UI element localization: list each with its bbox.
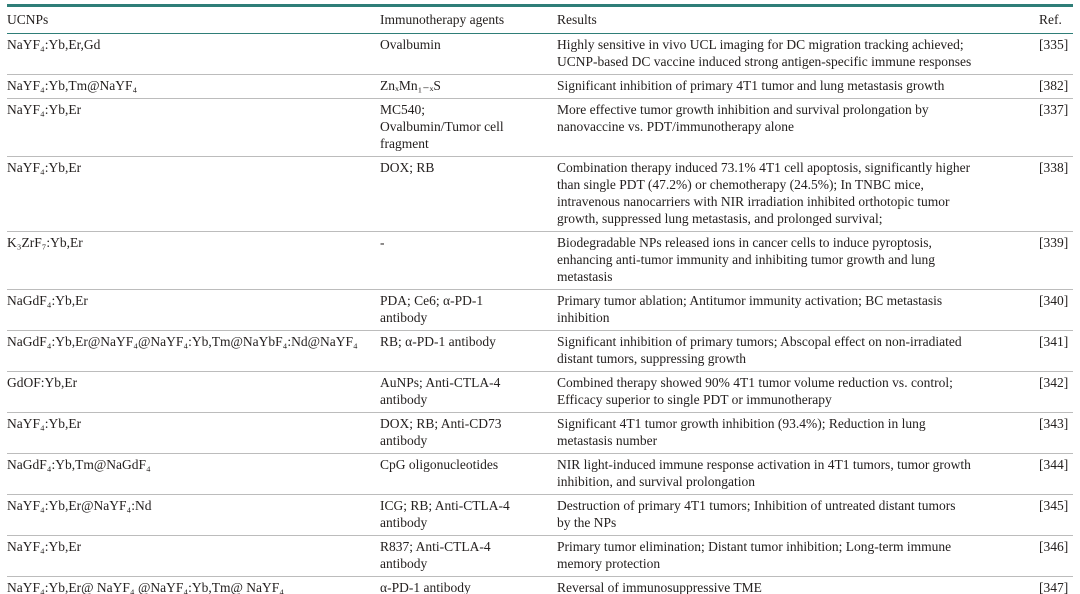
- ucnp-cell: NaYF₄:Yb,Er,Gd: [7, 33, 380, 75]
- agents-cell: R837; Anti-CTLA-4 antibody: [380, 535, 557, 577]
- ref-cell: [342]: [1039, 371, 1073, 413]
- agents-cell: α-PD-1 antibody: [380, 580, 471, 594]
- agents-cell: DOX; RB: [380, 156, 557, 232]
- table-top-rule: [7, 4, 1073, 7]
- results-cell: Biodegradable NPs released ions in cance…: [557, 231, 1039, 290]
- ref-cell: [346]: [1039, 535, 1073, 577]
- agents-cell: ZnₓMn₁₋ₓS: [380, 74, 557, 99]
- ucnp-cell: NaGdF₄:Yb,Tm@NaGdF₄: [7, 453, 380, 495]
- ucnp-cell: NaYF₄:Yb,Er: [7, 412, 380, 454]
- agents-cell: ICG; RB; Anti-CTLA-4 antibody: [380, 494, 557, 536]
- table-body: NaYF₄:Yb,Er,Gd Ovalbumin Highly sensitiv…: [7, 33, 1073, 594]
- results-cell: NIR light-induced immune response activa…: [557, 453, 1039, 495]
- ucnp-cell: NaGdF₄:Yb,Er@NaYF₄@NaYF₄:Yb,Tm@NaYbF₄:Nd…: [7, 330, 380, 372]
- ref-cell: [343]: [1039, 412, 1073, 454]
- table-row: NaYF₄:Yb,Tm@NaYF₄ ZnₓMn₁₋ₓS Significant …: [7, 74, 1073, 99]
- agents-cell: AuNPs; Anti-CTLA-4 antibody: [380, 371, 557, 413]
- results-cell: Primary tumor elimination; Distant tumor…: [557, 535, 1039, 577]
- agents-cell: DOX; RB; Anti-CD73 antibody: [380, 412, 557, 454]
- results-cell: Significant inhibition of primary tumors…: [557, 330, 1039, 372]
- ucnp-cell: NaYF₄:Yb,Er: [7, 98, 380, 157]
- results-cell: Significant inhibition of primary 4T1 tu…: [557, 74, 1039, 99]
- agents-cell: RB; α-PD-1 antibody: [380, 330, 557, 372]
- ucnp-cell: NaYF₄:Yb,Tm@NaYF₄: [7, 74, 380, 99]
- table-row: NaGdF₄:Yb,Er@NaYF₄@NaYF₄:Yb,Tm@NaYbF₄:Nd…: [7, 330, 1073, 372]
- col-header-ucnps: UCNPs: [7, 7, 380, 34]
- ucnp-cell: NaYF₄:Yb,Er: [7, 156, 380, 232]
- table-row: K₃ZrF₇:Yb,Er - Biodegradable NPs release…: [7, 231, 1073, 290]
- ucnp-immunotherapy-table: UCNPs Immunotherapy agents Results Ref. …: [7, 7, 1073, 594]
- ucnp-cell: NaYF₄:Yb,Er@ NaYF₄ @NaYF₄:Yb,Tm@ NaYF₄: [7, 580, 284, 594]
- ucnp-cell: K₃ZrF₇:Yb,Er: [7, 231, 380, 290]
- results-cell: Reversal of immunosuppressive TME: [557, 580, 762, 594]
- table-header: UCNPs Immunotherapy agents Results Ref.: [7, 7, 1073, 34]
- agents-cell: MC540; Ovalbumin/Tumor cell fragment: [380, 98, 557, 157]
- table-row: NaYF₄:Yb,Er,Gd Ovalbumin Highly sensitiv…: [7, 33, 1073, 75]
- results-cell: More effective tumor growth inhibition a…: [557, 98, 1039, 157]
- ref-cell: [335]: [1039, 33, 1073, 75]
- results-cell: Highly sensitive in vivo UCL imaging for…: [557, 33, 1039, 75]
- table-row: NaYF₄:Yb,Er@ NaYF₄ @NaYF₄:Yb,Tm@ NaYF₄ α…: [7, 577, 1073, 594]
- col-header-ref: Ref.: [1039, 7, 1073, 34]
- ref-cell: [347]: [1039, 580, 1069, 594]
- agents-cell: PDA; Ce6; α-PD-1 antibody: [380, 289, 557, 331]
- ref-cell: [338]: [1039, 156, 1073, 232]
- table-row: NaYF₄:Yb,Er DOX; RB; Anti-CD73 antibody …: [7, 412, 1073, 454]
- ref-cell: [344]: [1039, 453, 1073, 495]
- results-cell: Significant 4T1 tumor growth inhibition …: [557, 412, 1039, 454]
- ref-cell: [337]: [1039, 98, 1073, 157]
- agents-cell: Ovalbumin: [380, 33, 557, 75]
- ref-cell: [382]: [1039, 74, 1073, 99]
- ref-cell: [339]: [1039, 231, 1073, 290]
- col-header-immunotherapy-agents: Immunotherapy agents: [380, 7, 557, 34]
- agents-cell: -: [380, 231, 557, 290]
- agents-cell: CpG oligonucleotides: [380, 453, 557, 495]
- header-row: UCNPs Immunotherapy agents Results Ref.: [7, 7, 1073, 34]
- ucnp-cell: NaGdF₄:Yb,Er: [7, 289, 380, 331]
- table-row: NaYF₄:Yb,Er@NaYF₄:Nd ICG; RB; Anti-CTLA-…: [7, 494, 1073, 536]
- ref-cell: [341]: [1039, 330, 1073, 372]
- results-cell: Combination therapy induced 73.1% 4T1 ce…: [557, 156, 1039, 232]
- col-header-results: Results: [557, 7, 1039, 34]
- table-row: NaGdF₄:Yb,Tm@NaGdF₄ CpG oligonucleotides…: [7, 453, 1073, 495]
- table-row: NaYF₄:Yb,Er R837; Anti-CTLA-4 antibody P…: [7, 535, 1073, 577]
- table-row: NaGdF₄:Yb,Er PDA; Ce6; α-PD-1 antibody P…: [7, 289, 1073, 331]
- ref-cell: [340]: [1039, 289, 1073, 331]
- ucnp-cell: NaYF₄:Yb,Er@NaYF₄:Nd: [7, 494, 380, 536]
- ref-cell: [345]: [1039, 494, 1073, 536]
- results-cell: Primary tumor ablation; Antitumor immuni…: [557, 289, 1039, 331]
- table-row: GdOF:Yb,Er AuNPs; Anti-CTLA-4 antibody C…: [7, 371, 1073, 413]
- table-row: NaYF₄:Yb,Er MC540; Ovalbumin/Tumor cell …: [7, 98, 1073, 157]
- results-cell: Combined therapy showed 90% 4T1 tumor vo…: [557, 371, 1039, 413]
- table-row: NaYF₄:Yb,Er DOX; RB Combination therapy …: [7, 156, 1073, 232]
- ucnp-cell: GdOF:Yb,Er: [7, 371, 380, 413]
- results-cell: Destruction of primary 4T1 tumors; Inhib…: [557, 494, 1039, 536]
- ucnp-cell: NaYF₄:Yb,Er: [7, 535, 380, 577]
